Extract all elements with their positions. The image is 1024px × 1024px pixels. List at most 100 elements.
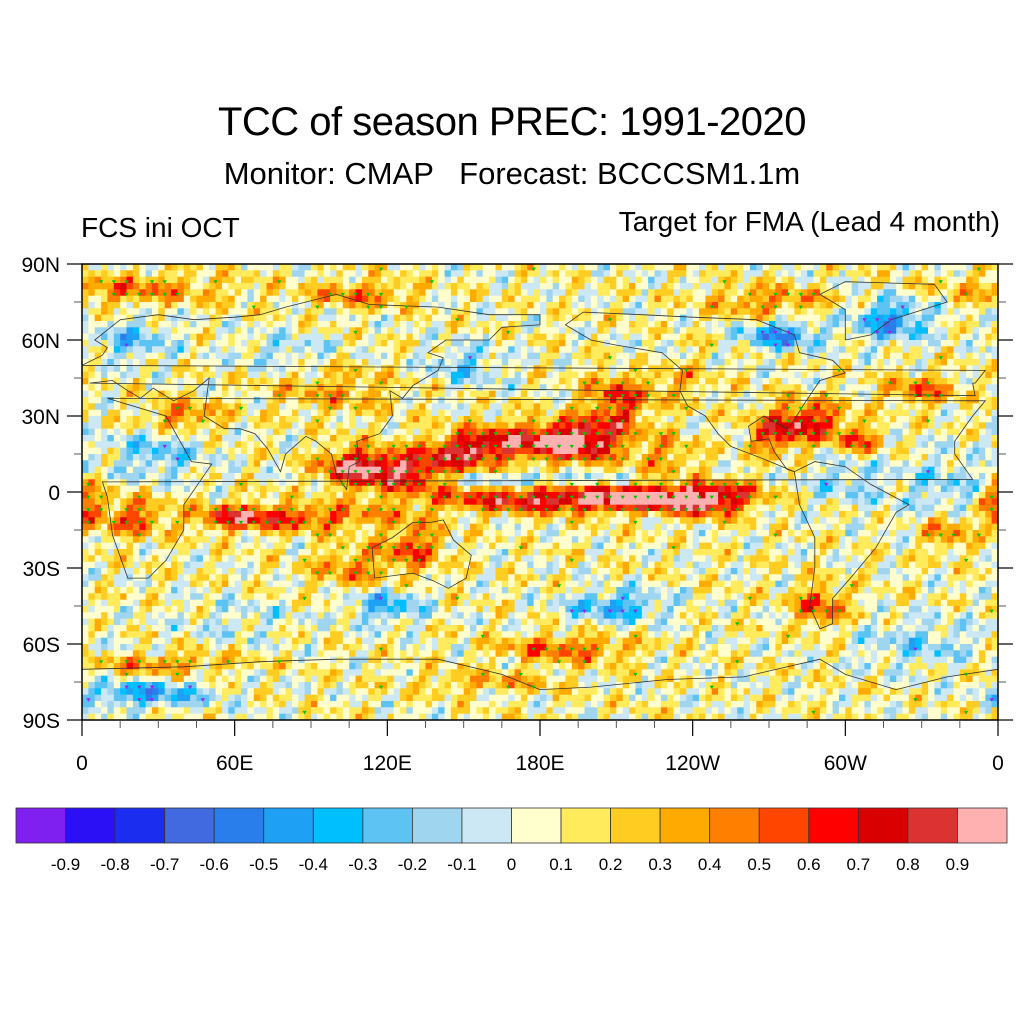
field-cell bbox=[635, 333, 643, 341]
field-cell bbox=[781, 371, 789, 379]
field-cell bbox=[610, 435, 617, 442]
field-cell bbox=[101, 314, 109, 322]
field-cell bbox=[705, 384, 713, 392]
field-cell bbox=[444, 384, 452, 392]
field-cell bbox=[673, 333, 681, 341]
field-cell bbox=[260, 276, 268, 284]
field-cell bbox=[533, 365, 541, 373]
field-cell bbox=[565, 454, 573, 461]
field-cell bbox=[247, 314, 255, 322]
field-cell bbox=[928, 473, 935, 480]
field-cell bbox=[705, 371, 713, 379]
field-cell bbox=[190, 352, 198, 360]
field-cell bbox=[241, 378, 248, 385]
field-cell bbox=[381, 403, 388, 411]
field-cell bbox=[737, 409, 745, 417]
field-cell bbox=[724, 264, 732, 271]
field-cell bbox=[444, 327, 452, 335]
field-cell bbox=[877, 460, 885, 468]
field-cell bbox=[928, 428, 935, 436]
field-cell bbox=[959, 314, 967, 322]
field-cell bbox=[374, 276, 382, 284]
field-cell bbox=[934, 327, 942, 335]
field-cell bbox=[921, 321, 929, 328]
field-cell bbox=[743, 416, 751, 423]
field-cell bbox=[565, 422, 573, 430]
field-cell bbox=[953, 416, 961, 423]
field-cell bbox=[699, 479, 706, 487]
field-cell bbox=[762, 352, 770, 360]
field-cell bbox=[508, 466, 516, 474]
field-cell bbox=[819, 359, 827, 366]
field-cell bbox=[667, 340, 675, 347]
field-cell bbox=[749, 270, 757, 278]
field-cell bbox=[438, 283, 446, 290]
field-cell bbox=[285, 321, 293, 328]
field-cell bbox=[88, 333, 96, 341]
field-cell bbox=[88, 473, 96, 480]
field-cell bbox=[221, 390, 229, 398]
field-cell bbox=[883, 460, 891, 468]
field-cell bbox=[234, 314, 242, 322]
field-cell bbox=[495, 422, 503, 430]
field-cell bbox=[660, 416, 668, 423]
field-cell bbox=[565, 352, 573, 360]
field-cell bbox=[202, 289, 210, 297]
field-cell bbox=[241, 295, 248, 303]
field-cell bbox=[858, 378, 866, 385]
field-cell bbox=[705, 466, 713, 474]
field-cell bbox=[482, 302, 490, 309]
field-cell bbox=[349, 327, 357, 335]
field-cell bbox=[183, 270, 191, 278]
field-cell bbox=[489, 460, 497, 468]
field-cell bbox=[546, 295, 554, 303]
field-cell bbox=[88, 422, 96, 430]
field-cell bbox=[501, 327, 509, 335]
field-cell bbox=[769, 441, 776, 449]
field-cell bbox=[826, 378, 834, 385]
field-cell bbox=[622, 346, 630, 354]
field-cell bbox=[82, 409, 89, 417]
field-cell bbox=[603, 333, 611, 341]
field-cell bbox=[336, 308, 344, 316]
field-cell bbox=[323, 416, 331, 423]
field-cell bbox=[285, 327, 293, 335]
field-cell bbox=[228, 371, 236, 379]
field-cell bbox=[540, 352, 547, 360]
field-cell bbox=[501, 422, 509, 430]
field-cell bbox=[966, 403, 974, 411]
field-cell bbox=[171, 454, 179, 461]
field-cell bbox=[183, 371, 191, 379]
field-cell bbox=[851, 403, 859, 411]
field-cell bbox=[699, 409, 706, 417]
field-cell bbox=[635, 346, 643, 354]
field-cell bbox=[985, 403, 993, 411]
field-cell bbox=[769, 447, 776, 455]
field-cell bbox=[781, 333, 789, 341]
field-cell bbox=[361, 321, 369, 328]
field-cell bbox=[342, 460, 350, 468]
field-cell bbox=[985, 384, 993, 392]
field-cell bbox=[769, 264, 776, 271]
field-cell bbox=[832, 390, 840, 398]
field-cell bbox=[788, 428, 796, 436]
field-cell bbox=[215, 479, 223, 487]
field-cell bbox=[152, 473, 159, 480]
field-cell bbox=[972, 403, 980, 411]
field-cell bbox=[88, 264, 96, 271]
field-cell bbox=[902, 289, 910, 297]
field-cell bbox=[839, 409, 846, 417]
field-cell bbox=[82, 321, 89, 328]
field-cell bbox=[819, 473, 827, 480]
field-cell bbox=[406, 270, 414, 278]
field-cell bbox=[152, 302, 159, 309]
field-cell bbox=[800, 302, 808, 309]
field-cell bbox=[476, 409, 484, 417]
field-cell bbox=[915, 333, 923, 341]
field-cell bbox=[711, 397, 719, 404]
field-cell bbox=[807, 346, 815, 354]
field-cell bbox=[304, 327, 312, 335]
field-cell bbox=[158, 327, 166, 335]
field-cell bbox=[508, 460, 516, 468]
field-cell bbox=[183, 403, 191, 411]
